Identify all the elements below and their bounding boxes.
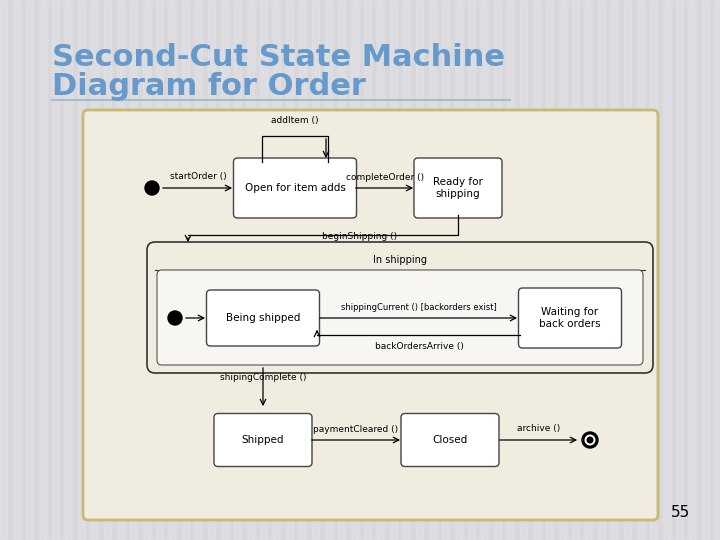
Bar [260, 0, 266, 540]
Bar [143, 0, 150, 540]
Bar [26, 0, 32, 540]
Text: Diagram for Order: Diagram for Order [52, 72, 366, 101]
Bar [117, 0, 124, 540]
Bar [312, 0, 318, 540]
Text: shipingComplete (): shipingComplete () [220, 374, 306, 382]
FancyBboxPatch shape [233, 158, 356, 218]
Bar [39, 0, 45, 540]
FancyBboxPatch shape [401, 414, 499, 467]
FancyBboxPatch shape [518, 288, 621, 348]
Bar [507, 0, 513, 540]
Text: beginShipping (): beginShipping () [323, 232, 397, 241]
Bar [208, 0, 215, 540]
Bar [715, 0, 720, 540]
Text: 55: 55 [671, 505, 690, 520]
Bar [468, 0, 474, 540]
Bar [559, 0, 565, 540]
FancyBboxPatch shape [414, 158, 502, 218]
Bar [520, 0, 526, 540]
Circle shape [145, 181, 159, 195]
Text: shippingCurrent () [backorders exist]: shippingCurrent () [backorders exist] [341, 302, 497, 312]
Bar [104, 0, 110, 540]
Text: backOrdersArrive (): backOrdersArrive () [374, 342, 464, 351]
Text: addItem (): addItem () [271, 116, 319, 125]
Bar [403, 0, 410, 540]
Bar [195, 0, 202, 540]
Bar [689, 0, 696, 540]
Bar [364, 0, 371, 540]
Bar [247, 0, 253, 540]
Bar [650, 0, 657, 540]
Bar [585, 0, 592, 540]
Text: Closed: Closed [433, 435, 467, 445]
Text: completeOrder (): completeOrder () [346, 172, 424, 181]
Bar [663, 0, 670, 540]
Bar [0, 0, 6, 540]
Bar [637, 0, 644, 540]
Bar [182, 0, 189, 540]
Bar [455, 0, 462, 540]
Bar [273, 0, 279, 540]
Bar [234, 0, 240, 540]
Bar [351, 0, 358, 540]
Bar [442, 0, 449, 540]
Circle shape [582, 432, 598, 448]
Text: startOrder (): startOrder () [170, 172, 226, 181]
Circle shape [588, 437, 593, 443]
Bar [78, 0, 84, 540]
Bar [156, 0, 163, 540]
FancyBboxPatch shape [83, 110, 658, 520]
Bar [221, 0, 228, 540]
Bar [338, 0, 344, 540]
Bar [533, 0, 539, 540]
Text: archive (): archive () [518, 424, 561, 434]
Bar [65, 0, 71, 540]
Bar [377, 0, 384, 540]
Bar [611, 0, 618, 540]
Bar [299, 0, 305, 540]
Bar [624, 0, 631, 540]
Bar [676, 0, 683, 540]
Text: Open for item adds: Open for item adds [245, 183, 346, 193]
Text: paymentCleared (): paymentCleared () [313, 424, 399, 434]
Text: Being shipped: Being shipped [226, 313, 300, 323]
Bar [546, 0, 552, 540]
Bar [52, 0, 58, 540]
Bar [494, 0, 500, 540]
Bar [702, 0, 708, 540]
Bar [416, 0, 423, 540]
Bar [572, 0, 578, 540]
FancyBboxPatch shape [157, 270, 643, 365]
Bar [390, 0, 397, 540]
FancyBboxPatch shape [207, 290, 320, 346]
Circle shape [168, 311, 182, 325]
Bar [286, 0, 292, 540]
Text: Ready for
shipping: Ready for shipping [433, 177, 483, 199]
FancyBboxPatch shape [147, 242, 653, 373]
Bar [91, 0, 97, 540]
Bar [130, 0, 137, 540]
Bar [598, 0, 605, 540]
Text: Second-Cut State Machine: Second-Cut State Machine [52, 43, 505, 72]
Text: Waiting for
back orders: Waiting for back orders [539, 307, 600, 329]
Bar [481, 0, 487, 540]
Text: In shipping: In shipping [373, 255, 427, 265]
Bar [325, 0, 331, 540]
Bar [13, 0, 19, 540]
Bar [169, 0, 176, 540]
FancyBboxPatch shape [214, 414, 312, 467]
Bar [429, 0, 436, 540]
Circle shape [585, 435, 595, 445]
Text: Shipped: Shipped [242, 435, 284, 445]
